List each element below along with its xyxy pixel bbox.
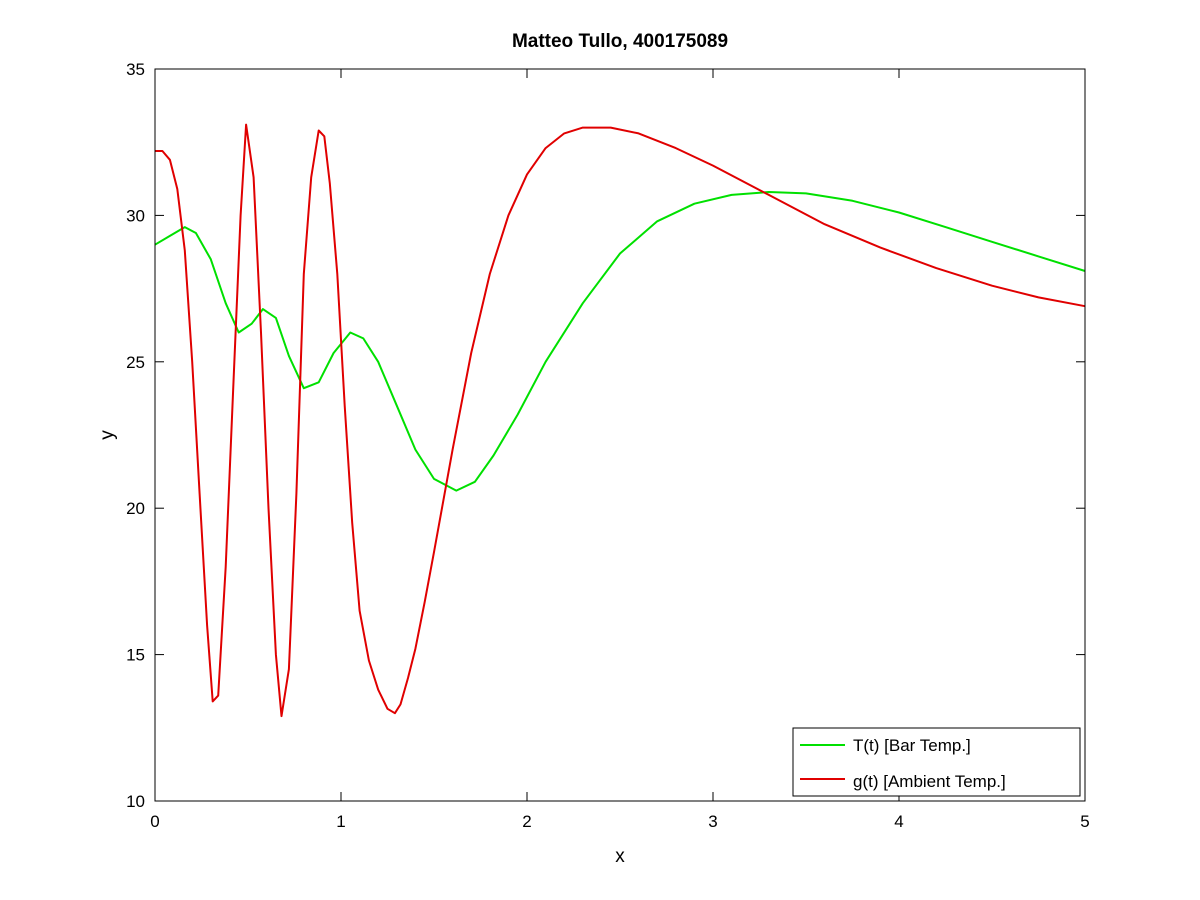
plot-frame xyxy=(154,68,1086,802)
series-line-ambient-temp xyxy=(155,123,1086,718)
series-line-bar-temp xyxy=(154,191,1086,492)
y-tick-label: 30 xyxy=(126,206,145,225)
y-tick-label: 10 xyxy=(126,792,145,811)
y-tick-label: 25 xyxy=(126,353,145,372)
x-tick-label: 1 xyxy=(336,812,345,831)
legend-label-bar-temp: T(t) [Bar Temp.] xyxy=(853,736,971,755)
x-tick-label: 2 xyxy=(522,812,531,831)
tick-layer: 0 1 2 3 4 5 10 15 20 25 30 35 xyxy=(126,60,1090,831)
plot-area xyxy=(155,69,1085,801)
y-tick-label: 35 xyxy=(126,60,145,79)
x-tick-label: 4 xyxy=(894,812,903,831)
x-tick-label: 3 xyxy=(708,812,717,831)
legend-box xyxy=(792,727,1081,797)
x-axis-label: x xyxy=(615,846,625,867)
series-layer xyxy=(154,123,1086,718)
chart-title: Matteo Tullo, 400175089 xyxy=(512,31,728,52)
x-tick-label: 0 xyxy=(150,812,159,831)
legend-label-ambient-temp: g(t) [Ambient Temp.] xyxy=(853,772,1006,791)
y-axis-label: y xyxy=(97,430,118,440)
legend: T(t) [Bar Temp.] g(t) [Ambient Temp.] xyxy=(792,727,1081,797)
x-tick-label: 5 xyxy=(1080,812,1089,831)
y-tick-label: 20 xyxy=(126,499,145,518)
y-tick-label: 15 xyxy=(126,646,145,665)
